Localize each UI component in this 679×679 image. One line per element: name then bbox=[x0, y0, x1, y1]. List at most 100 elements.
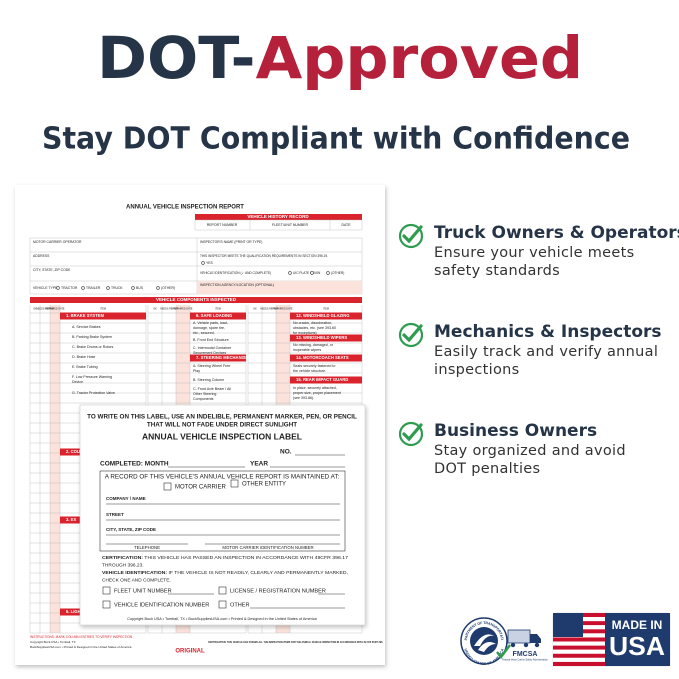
stripe bbox=[553, 645, 605, 650]
feature-title: Truck Owners & Operators bbox=[434, 223, 679, 243]
label-record: A RECORD OF THIS VEHICLE'S ANNUAL VEHICL… bbox=[105, 474, 340, 481]
section-item: Device bbox=[72, 380, 83, 384]
made-in-usa-badge: MADE IN USA bbox=[552, 612, 671, 667]
label-field: NO. bbox=[280, 449, 292, 456]
section-item: E. Brake Tubing bbox=[72, 365, 98, 369]
section-header: 5. LIGH bbox=[66, 609, 81, 614]
section-item: Other Steering bbox=[193, 392, 216, 396]
field-label: (OTHER) bbox=[331, 271, 344, 275]
label-certification-text: THIS VEHICLE HAS PASSED AN INSPECTION IN… bbox=[144, 555, 348, 561]
section-header: 15. REAR IMPACT GUARD bbox=[296, 377, 348, 382]
section-header-bar bbox=[290, 354, 362, 362]
section-item: A. Steering Wheel Free bbox=[193, 364, 230, 368]
stripe bbox=[553, 641, 605, 646]
label-certification: CERTIFICATION: THIS VEHICLE HAS PASSED A… bbox=[102, 555, 348, 561]
label-vehicle-id-heading: VEHICLE IDENTIFICATION: bbox=[102, 570, 167, 576]
field-label: TRACTOR bbox=[61, 286, 78, 290]
field-label: ADDRESS bbox=[33, 254, 50, 258]
stripe bbox=[553, 649, 605, 654]
section-item: D. Brake Hose bbox=[72, 355, 95, 359]
checkbox bbox=[131, 286, 135, 290]
section-item: F. Low Pressure Warning bbox=[72, 375, 112, 379]
inspection-label-shape bbox=[102, 600, 111, 609]
inspection-label-shape bbox=[99, 470, 346, 552]
column-header: REPAIRED DATE bbox=[46, 308, 65, 311]
section-item: B. Steering Column bbox=[193, 378, 224, 382]
check-mark bbox=[402, 225, 423, 244]
label-option: MOTOR CARRIER bbox=[175, 485, 227, 491]
section-header: 14. MOTORCOACH SEATS bbox=[296, 355, 349, 360]
form-title: ANNUAL VEHICLE INSPECTION REPORT bbox=[126, 205, 244, 211]
dot-seal-shape bbox=[496, 644, 511, 660]
column-header: REPAIRED DATE bbox=[274, 308, 293, 311]
made-in-usa-badge-shape bbox=[605, 613, 670, 666]
fmcsa-logo-shape bbox=[507, 629, 531, 644]
report-body-shape bbox=[201, 261, 205, 265]
label-instruction: THAT WILL NOT FADE UNDER DIRECT SUNLIGHT bbox=[147, 422, 297, 429]
field-label: TRUCK bbox=[111, 286, 123, 290]
section-item: Play bbox=[193, 369, 200, 373]
section-item: Components bbox=[193, 397, 214, 401]
certification: CERTIFICATION: THIS VEHICLE HAS PASSED A… bbox=[208, 640, 383, 644]
column-header: REPAIRED DATE bbox=[174, 308, 193, 311]
label-vehicle-id: VEHICLE IDENTIFICATION: IF THE VEHICLE I… bbox=[102, 570, 348, 576]
section-header-bar bbox=[190, 354, 246, 362]
section-header-bar bbox=[290, 312, 362, 320]
section-item: G. Tractor Protection Valve bbox=[72, 391, 115, 395]
feature-title: Business Owners bbox=[434, 421, 597, 441]
section-item: A. Service Brakes bbox=[72, 325, 101, 329]
headline-dark: DOT- bbox=[97, 24, 256, 92]
made-in: MADE IN bbox=[612, 618, 663, 632]
inspection-label-shape bbox=[163, 482, 172, 491]
section-item: A. Vehicle parts, load, bbox=[193, 321, 228, 325]
field-label: THIS INSPECTOR MEETS THE QUALIFICATION R… bbox=[200, 254, 328, 258]
history-header: VEHICLE HISTORY RECORD bbox=[247, 214, 309, 219]
checkbox bbox=[326, 271, 330, 275]
section-header: 1. BRAKE SYSTEM bbox=[66, 313, 104, 318]
fmcsa-name: FMCSA bbox=[513, 651, 538, 658]
column-header: NEEDS REPAIR bbox=[160, 308, 178, 311]
column-header: OK bbox=[153, 308, 157, 311]
section-item: proper size, proper placement bbox=[293, 391, 341, 395]
stripe bbox=[553, 661, 605, 666]
components-header: VEHICLE COMPONENTS INSPECTED bbox=[156, 297, 237, 302]
section-item: dunnage, spare tire, bbox=[193, 326, 225, 330]
checkbox bbox=[81, 286, 85, 290]
section-header: 12. WINDSHIELD GLAZING bbox=[296, 313, 350, 318]
field-label: MOTOR CARRIER OPERATOR bbox=[33, 240, 82, 244]
fmcsa-logo: FMCSA Federal Motor Carrier Safety Admin… bbox=[502, 629, 549, 662]
field-label: INSPECTION AGENCY/LOCATION (OPTIONAL) bbox=[200, 283, 274, 287]
feature-text: Stay organized and avoid bbox=[434, 443, 626, 459]
feature-list: Truck Owners & Operators Ensure your vehi… bbox=[398, 223, 679, 477]
label-option: OTHER bbox=[230, 602, 250, 608]
label-field: YEAR bbox=[250, 461, 268, 468]
fmcsa-logo-shape bbox=[510, 642, 516, 648]
section-header: 13. WINDSHIELD WIPERS bbox=[296, 335, 347, 340]
label-field: CITY, STATE, ZIP CODE bbox=[106, 527, 156, 532]
field-label: INSPECTOR'S NAME (PRINT OR TYPE) bbox=[200, 240, 262, 244]
label-title: ANNUAL VEHICLE INSPECTION LABEL bbox=[142, 431, 302, 441]
checkbox bbox=[310, 271, 314, 275]
label-instruction: TO WRITE ON THIS LABEL, USE AN INDELIBLE… bbox=[87, 414, 357, 421]
section-item: etc., secured. bbox=[193, 331, 215, 335]
label-option: OTHER ENTITY bbox=[242, 482, 286, 488]
feature-text: inspections bbox=[434, 362, 520, 378]
stripe bbox=[553, 653, 605, 658]
field-label: CITY, STATE, ZIP CODE bbox=[33, 268, 71, 272]
checkbox bbox=[156, 286, 160, 290]
field-label: (OTHER) bbox=[161, 286, 175, 290]
section-item: for exceptions) bbox=[293, 331, 317, 335]
section-header-bar bbox=[190, 312, 246, 320]
inspection-label: TO WRITE ON THIS LABEL, USE AN INDELIBLE… bbox=[79, 404, 366, 626]
id-options: UIC PLATE NO. VIN (OTHER) bbox=[288, 271, 344, 275]
column-header: NEEDS REPAIR bbox=[260, 308, 278, 311]
headline-red: Approved bbox=[256, 24, 583, 92]
instructions: INSTRUCTIONS: MARK COLUMN ENTRIES TO VER… bbox=[30, 635, 133, 639]
label-copyright: Copyright Buck USA • Tomball, TX • BuckS… bbox=[127, 617, 317, 621]
usa: USA bbox=[609, 631, 665, 661]
field-label: TRAILER bbox=[86, 286, 101, 290]
section-header-bar bbox=[60, 312, 146, 320]
check-icon bbox=[398, 421, 424, 447]
feature-text: safety standards bbox=[434, 263, 560, 279]
history-col: DATE bbox=[341, 223, 351, 227]
